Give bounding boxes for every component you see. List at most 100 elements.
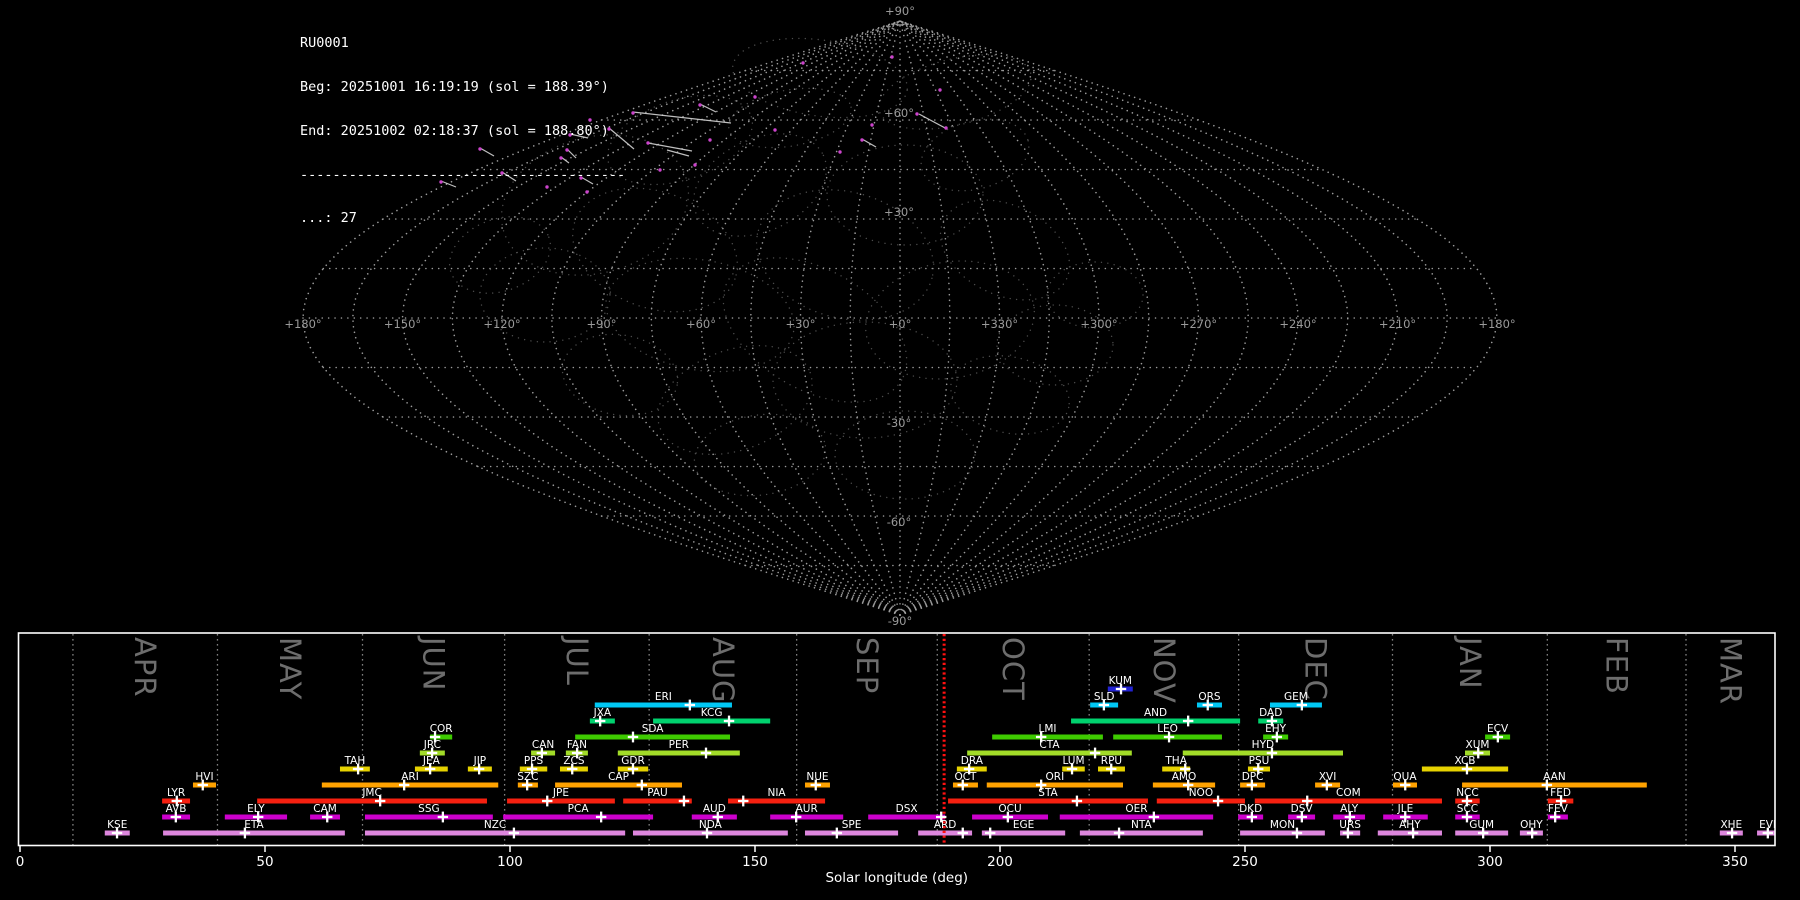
meteor-dot — [607, 127, 611, 131]
fov-outline — [950, 355, 1070, 435]
month-label: JUL — [560, 635, 594, 686]
meteor-streak — [699, 103, 717, 113]
shower-label-XCB: XCB — [1455, 755, 1476, 767]
shower-label-FED: FED — [1550, 787, 1571, 799]
peak-markers — [111, 683, 1774, 839]
shower-label-SPE: SPE — [842, 819, 862, 831]
shower-label-OCT: OCT — [954, 771, 977, 783]
shower-label-PER: PER — [669, 739, 689, 751]
meteor-streak — [479, 147, 495, 157]
shower-label-ETA: ETA — [244, 819, 264, 831]
fov-outline — [1046, 261, 1144, 329]
shower-label-NIA: NIA — [767, 787, 786, 799]
lon-label: +90° — [586, 317, 616, 331]
shower-bar-NTA — [1079, 830, 1203, 836]
shower-label-CAP: CAP — [608, 771, 629, 783]
meteor-dot — [658, 168, 662, 172]
lon-label: +120° — [483, 317, 520, 331]
shower-label-TAH: TAH — [344, 755, 366, 767]
shower-bar-OER — [1059, 814, 1214, 820]
shower-label-RPU: RPU — [1101, 755, 1122, 767]
shower-label-DSX: DSX — [896, 803, 918, 815]
grid-meridian — [600, 20, 901, 616]
shower-label-CTA: CTA — [1039, 739, 1060, 751]
shower-label-AVB: AVB — [166, 803, 187, 815]
fov-outline — [772, 321, 958, 439]
shower-bar-CAP — [555, 782, 682, 788]
fov-outline — [755, 189, 935, 321]
shower-label-ECV: ECV — [1487, 723, 1509, 735]
shower-bar-AND — [1071, 718, 1241, 724]
meteor-streak — [501, 171, 517, 182]
shower-label-DKD: DKD — [1239, 803, 1262, 815]
lat-label: -30° — [887, 416, 912, 430]
shower-label-JEA: JEA — [422, 755, 441, 767]
shower-bar-STA — [948, 798, 1148, 804]
grid-meridian — [899, 20, 1498, 616]
shower-bar-JPE — [507, 798, 615, 804]
shower-label-AAN: AAN — [1543, 771, 1566, 783]
shower-label-AND: AND — [1144, 707, 1167, 719]
shower-bar-COR — [430, 734, 453, 740]
meteor-dot — [698, 103, 702, 107]
axis-tick-label: 0 — [16, 854, 25, 870]
shower-bar-JMC — [257, 798, 487, 804]
shower-label-NCC: NCC — [1456, 787, 1479, 799]
shower-label-SLD: SLD — [1094, 691, 1115, 703]
shower-bar-AAN — [1462, 782, 1647, 788]
lon-label: +330° — [981, 317, 1018, 331]
meteor-streak — [440, 180, 457, 188]
meteor-dot — [439, 180, 443, 184]
lon-label: +300° — [1080, 317, 1117, 331]
meteor-dot — [753, 95, 757, 99]
shower-label-XHE: XHE — [1720, 819, 1742, 831]
axis-tick-label: 250 — [1232, 854, 1258, 870]
shower-label-LUM: LUM — [1062, 755, 1084, 767]
shower-label-GDR: GDR — [621, 755, 645, 767]
shower-label-AHY: AHY — [1399, 819, 1421, 831]
shower-bar-ARI — [321, 782, 499, 788]
shower-label-HVI: HVI — [195, 771, 213, 783]
shower-label-ARI: ARI — [401, 771, 419, 783]
month-label: APR — [128, 637, 162, 697]
lon-label: +60° — [686, 317, 716, 331]
shower-bar-EGE — [981, 830, 1066, 836]
meteor-dot — [631, 111, 635, 115]
shower-label-COM: COM — [1336, 787, 1361, 799]
month-label: MAR — [1714, 637, 1748, 705]
meteor-count: ...: 27 — [300, 210, 357, 227]
meteor-dot — [708, 138, 712, 142]
meteor-dot — [588, 118, 592, 122]
shower-label-GUM: GUM — [1469, 819, 1494, 831]
shower-bar-PCA — [503, 814, 654, 820]
meteor-dot — [579, 176, 583, 180]
lon-label: +270° — [1180, 317, 1217, 331]
shower-bar-PAU — [623, 798, 692, 804]
shower-bar-THA — [1162, 766, 1191, 772]
shower-bar-ETA — [163, 830, 345, 836]
shower-bar-ERI — [594, 702, 732, 708]
shower-bar-LMI — [992, 734, 1103, 740]
fov-outline — [605, 257, 795, 373]
lon-label: +180° — [284, 317, 321, 331]
meteor-dot — [693, 163, 697, 167]
grid-meridian — [799, 20, 901, 616]
meteor-dot — [860, 138, 864, 142]
shower-label-KCG: KCG — [701, 707, 723, 719]
shower-label-LMI: LMI — [1039, 723, 1057, 735]
shower-label-JPE: JPE — [552, 787, 569, 799]
fov-outline — [728, 87, 852, 149]
shower-label-NDA: NDA — [699, 819, 723, 831]
shower-bar-NIA — [728, 798, 826, 804]
fov-outline — [479, 247, 611, 343]
fov-outline — [561, 333, 679, 417]
meteor-streak — [861, 138, 877, 148]
meteor-dot — [890, 55, 894, 59]
fov-outline — [878, 54, 1032, 130]
shower-label-KUM: KUM — [1109, 675, 1132, 687]
shower-label-NOO: NOO — [1189, 787, 1213, 799]
meteor-streak — [580, 176, 594, 185]
lon-label: +0° — [889, 317, 912, 331]
sky-grid — [302, 20, 1498, 616]
meteor-streak — [666, 149, 690, 157]
